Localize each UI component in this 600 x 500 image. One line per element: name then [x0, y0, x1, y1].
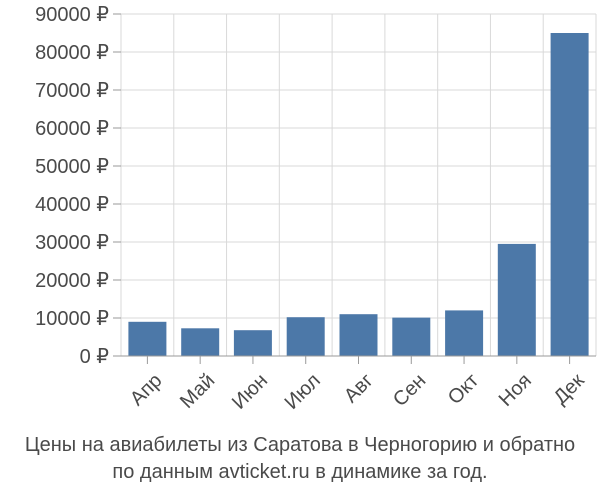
bar-3	[233, 330, 272, 356]
x-tick-label: Май	[176, 370, 219, 413]
bar-4	[286, 317, 325, 356]
y-tick-label: 0 ₽	[80, 346, 110, 368]
y-tick-label: 10000 ₽	[35, 308, 109, 330]
x-tick-label: Июн	[228, 370, 272, 414]
bar-7	[445, 310, 484, 356]
bar-1	[128, 321, 167, 356]
y-tick-label: 50000 ₽	[35, 156, 109, 178]
bar-9	[550, 33, 589, 356]
y-tick-label: 40000 ₽	[35, 194, 109, 216]
x-tick-label: Окт	[444, 370, 483, 409]
y-tick-label: 70000 ₽	[35, 80, 109, 102]
bar-2	[181, 328, 220, 356]
bar-6	[392, 317, 431, 356]
y-tick-label: 90000 ₽	[35, 4, 109, 26]
grid	[120, 13, 597, 357]
x-tick-label: Дек	[550, 369, 589, 408]
caption-line-2: по данным avticket.ru в динамике за год.	[112, 461, 488, 483]
chart-caption: Цены на авиабилеты из Саратова в Черного…	[0, 432, 600, 486]
y-tick-labels: 0 ₽ 10000 ₽ 20000 ₽ 30000 ₽ 40000 ₽ 50000 ₽ 60…	[35, 4, 109, 368]
bar-chart: 0 ₽ 10000 ₽ 20000 ₽ 30000 ₽ 40000 ₽ 50000 ₽ 60…	[35, 4, 597, 414]
bar-5	[339, 314, 378, 356]
y-tick-label: 60000 ₽	[35, 118, 109, 140]
y-tick-label: 20000 ₽	[35, 270, 109, 292]
x-tick-label: Ноя	[495, 370, 536, 411]
y-tick-label: 30000 ₽	[35, 232, 109, 254]
x-tick-labels: Апр Май Июн Июл Авг Сен Окт Ноя Дек	[126, 369, 589, 413]
x-tick-label: Апр	[126, 370, 167, 411]
x-tick-label: Сен	[389, 370, 430, 411]
x-tick-label: Июл	[281, 370, 325, 414]
bar-8	[497, 243, 536, 356]
x-tick-label: Авг	[340, 370, 378, 408]
bars	[128, 33, 589, 356]
y-tick-label: 80000 ₽	[35, 42, 109, 64]
axes	[113, 13, 596, 364]
caption-line-1: Цены на авиабилеты из Саратова в Черного…	[24, 434, 576, 456]
